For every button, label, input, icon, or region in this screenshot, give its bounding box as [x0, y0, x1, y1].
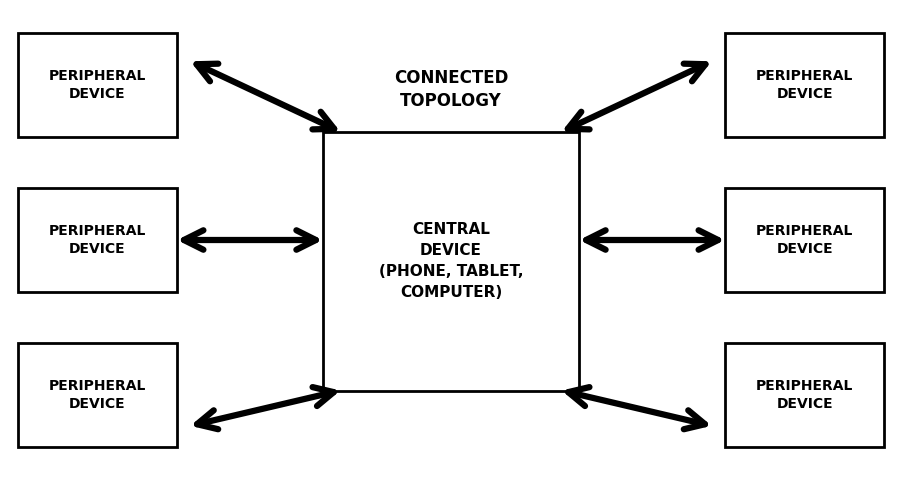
Text: PERIPHERAL
DEVICE: PERIPHERAL DEVICE: [49, 224, 146, 256]
Bar: [18, 344, 177, 447]
Text: PERIPHERAL
DEVICE: PERIPHERAL DEVICE: [49, 379, 146, 411]
Text: PERIPHERAL
DEVICE: PERIPHERAL DEVICE: [756, 379, 853, 411]
Text: PERIPHERAL
DEVICE: PERIPHERAL DEVICE: [49, 69, 146, 101]
Bar: [725, 188, 884, 292]
Text: CONNECTED
TOPOLOGY: CONNECTED TOPOLOGY: [394, 69, 508, 110]
Text: PERIPHERAL
DEVICE: PERIPHERAL DEVICE: [756, 224, 853, 256]
Bar: [18, 33, 177, 136]
Bar: [323, 132, 579, 391]
Bar: [18, 188, 177, 292]
Text: CENTRAL
DEVICE
(PHONE, TABLET,
COMPUTER): CENTRAL DEVICE (PHONE, TABLET, COMPUTER): [379, 222, 523, 300]
Bar: [725, 33, 884, 136]
Bar: [725, 344, 884, 447]
Text: PERIPHERAL
DEVICE: PERIPHERAL DEVICE: [756, 69, 853, 101]
